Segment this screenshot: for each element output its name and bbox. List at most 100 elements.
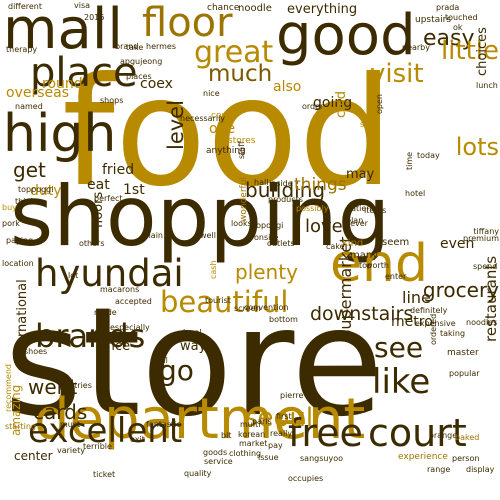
word-bit: bit	[221, 431, 232, 440]
word-sangsuyoo: sangsuyoo	[300, 454, 343, 463]
word-topoggi: topoggi	[253, 221, 284, 230]
word-ok: ok	[453, 23, 463, 32]
word-way: way	[180, 339, 207, 354]
word-master: master	[447, 348, 479, 358]
word-much: much	[208, 61, 273, 87]
word-could: could	[211, 111, 236, 121]
word-overseas: overseas	[6, 85, 69, 101]
word-level: level	[164, 100, 188, 150]
word-free: free	[288, 411, 363, 455]
word-starting: starting	[5, 422, 37, 431]
word-spend: spend	[473, 262, 498, 271]
word-went: went	[28, 375, 78, 399]
word-get: get	[13, 158, 46, 182]
word-necessarily: necessarily	[180, 114, 226, 123]
word-made: made	[94, 308, 117, 317]
word-order: order	[302, 102, 324, 111]
word-named: named	[15, 102, 43, 111]
word-premium: premium	[463, 234, 499, 243]
word-pastries: pastries	[60, 381, 92, 390]
word-goods: goods	[203, 448, 228, 457]
word-terrible: terrible	[83, 442, 112, 451]
word-convention: convention	[244, 303, 289, 312]
word-fantastic: fantastic	[146, 420, 181, 429]
word-line: line	[402, 288, 431, 307]
word-noodles: noodles	[466, 318, 498, 327]
word-plenty: plenty	[235, 260, 298, 284]
word-everything: everything	[287, 2, 358, 17]
word-stores: stores	[228, 136, 256, 146]
word-mall: mall	[3, 0, 123, 62]
word-lunch: lunch	[476, 81, 498, 90]
word-popular: popular	[449, 369, 480, 378]
word-may: may	[346, 167, 375, 182]
word-chance: chance	[207, 3, 240, 13]
word-expensive: expensive	[415, 319, 456, 328]
word-shoes: shoes	[24, 347, 48, 356]
word-really: really	[270, 429, 293, 438]
word-ordered: ordered	[429, 313, 438, 345]
word-open: open	[375, 94, 384, 114]
word-multi: multi	[240, 420, 261, 429]
word-anything: anything	[206, 146, 246, 156]
word-pork: pork	[2, 219, 20, 228]
word-ticket: ticket	[93, 470, 116, 479]
word-places: places	[126, 72, 152, 81]
word-definitely: definitely	[410, 306, 448, 315]
word-orange: orange	[429, 431, 458, 440]
word-pay: pay	[268, 441, 283, 450]
word-main: main	[143, 231, 163, 240]
word-brand: brand	[115, 42, 139, 51]
word-hermes: hermes	[146, 42, 177, 51]
word-apgujeong: apgujeong	[120, 57, 163, 66]
word-love: love	[305, 216, 343, 237]
word-coex: coex	[140, 76, 173, 92]
word-service: service	[204, 457, 233, 466]
word-occupies: occupies	[288, 474, 324, 483]
word-onsite: onsite	[254, 233, 279, 242]
word-patient: patient	[346, 204, 375, 213]
word-range: range	[427, 465, 451, 474]
word-floor: floor	[142, 0, 233, 46]
word-see: see	[374, 331, 424, 364]
word-high: high	[3, 104, 117, 164]
word-top: top	[359, 261, 373, 270]
word-department: department	[34, 387, 366, 452]
word-pierre: pierre	[280, 391, 304, 400]
word-must: must	[60, 420, 81, 429]
word-issue: issue	[258, 453, 279, 462]
word-center: center	[14, 449, 53, 463]
word-prada: prada	[436, 3, 460, 12]
word-hall: hall	[254, 178, 269, 187]
word-perfect: perfect	[94, 194, 123, 203]
word-lots: lots	[455, 133, 499, 161]
word-shops: shops	[100, 96, 124, 105]
word-paying: paying	[6, 236, 34, 245]
word-beautiful: beautiful	[160, 285, 289, 319]
word-things: things	[294, 175, 347, 195]
word-take: take	[126, 43, 144, 52]
word-recommend: recommend	[4, 364, 13, 412]
word-like: like	[372, 362, 431, 402]
word-possibly: possibly	[296, 204, 329, 213]
word-location: location	[2, 259, 34, 268]
word-1st: 1st	[123, 182, 145, 198]
word-touched: touched	[445, 13, 478, 22]
word-buy: buy	[2, 203, 17, 212]
word-shopping: shopping	[10, 168, 391, 265]
word-toppoggi: toppoggi	[18, 185, 54, 194]
word-market: market	[239, 439, 268, 448]
word-going: going	[313, 95, 353, 111]
word-store: store	[4, 276, 384, 450]
word-lot: lot	[68, 271, 79, 280]
word-macarons: macarons	[100, 285, 140, 294]
word-end: end	[330, 234, 428, 294]
word-rice: rice	[106, 339, 131, 354]
word-choices: choices	[475, 27, 490, 76]
word-korean: korean	[238, 430, 266, 439]
word-worth: worth	[366, 261, 389, 270]
word-cash: cash	[209, 260, 218, 279]
word-tourist: tourist	[205, 296, 231, 305]
word-brands: brands	[35, 317, 146, 355]
